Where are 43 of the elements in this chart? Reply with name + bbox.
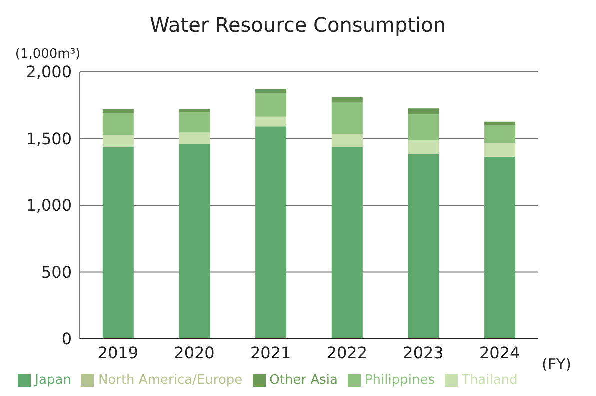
- bar: [179, 109, 210, 112]
- bar: [179, 132, 210, 144]
- legend-label: Japan: [35, 373, 72, 388]
- bar: [102, 113, 134, 136]
- legend-label: Philippines: [364, 373, 435, 388]
- bar: [332, 102, 363, 134]
- bar: [179, 112, 210, 133]
- legend-label: North America/Europe: [98, 373, 243, 388]
- x-tick-label: 2023: [403, 343, 444, 362]
- bar: [256, 116, 287, 127]
- y-tick-label: 1,500: [26, 129, 72, 148]
- bar: [408, 114, 440, 141]
- legend-label: Thailand: [462, 373, 518, 388]
- bar: [256, 88, 287, 94]
- x-tick-label: 2019: [98, 343, 139, 362]
- x-tick-label: 2020: [174, 343, 215, 362]
- x-tick-label: 2021: [250, 343, 292, 362]
- y-tick-label: 0: [62, 330, 72, 349]
- bar: [332, 147, 363, 339]
- bar: [408, 140, 440, 154]
- legend-label: Other Asia: [270, 373, 338, 388]
- x-tick-label: 2022: [326, 343, 368, 362]
- bar: [102, 109, 134, 114]
- bar: [484, 122, 516, 126]
- bar: [256, 126, 287, 339]
- x-tick-label: 2024: [479, 343, 520, 362]
- bar: [102, 135, 134, 147]
- y-axis-title: (1,000m³): [15, 47, 81, 62]
- bar: [484, 125, 516, 144]
- y-tick-label: 1,000: [26, 196, 72, 216]
- bar: [484, 143, 516, 157]
- bar: [332, 134, 363, 148]
- bar: [179, 144, 210, 339]
- y-tick-label: 2,000: [26, 62, 72, 82]
- bar: [102, 146, 134, 339]
- bar: [332, 97, 363, 103]
- bar: [408, 108, 440, 114]
- bar: [256, 93, 287, 117]
- x-axis-title: (FY): [542, 355, 572, 374]
- bar: [408, 154, 440, 339]
- y-tick-label: 500: [41, 262, 72, 282]
- bar: [484, 156, 516, 339]
- chart-title: Water Resource Consumption: [148, 12, 447, 39]
